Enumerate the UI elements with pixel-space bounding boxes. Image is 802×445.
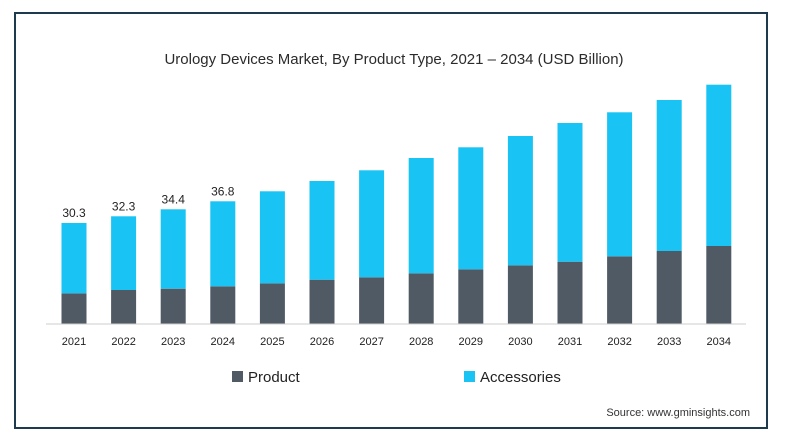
- x-tick-label-2027: 2027: [359, 336, 383, 348]
- data-label-2024: 36.8: [211, 184, 235, 198]
- bar-accessories-2027: [359, 170, 385, 278]
- x-tick-label-2024: 2024: [211, 336, 235, 348]
- bar-accessories-2024: [210, 201, 236, 287]
- source-note: Source: www.gminsights.com: [606, 407, 750, 419]
- x-tick-label-2022: 2022: [111, 336, 135, 348]
- x-tick-label-2031: 2031: [558, 336, 582, 348]
- bar-product-2033: [656, 251, 682, 324]
- bar-product-2031: [557, 261, 583, 324]
- x-tick-label-2034: 2034: [707, 336, 731, 348]
- chart-svg: Urology Devices Market, By Product Type,…: [46, 51, 750, 419]
- bar-accessories-2025: [259, 191, 285, 284]
- data-label-2021: 30.3: [62, 206, 86, 220]
- bars-layer: [61, 84, 732, 324]
- bar-accessories-2032: [607, 112, 633, 257]
- legend: Product Accessories: [232, 369, 561, 386]
- bar-product-2024: [210, 286, 236, 324]
- bar-product-2029: [458, 269, 484, 324]
- bar-accessories-2023: [160, 209, 186, 289]
- bar-product-2021: [61, 293, 87, 324]
- x-tick-labels: 2021 2022 2023 2024 2025 2026 2027 2028 2029 2030…: [62, 336, 731, 348]
- chart-frame: Urology Devices Market, By Product Type,…: [14, 12, 768, 429]
- x-tick-label-2025: 2025: [260, 336, 284, 348]
- data-label-2023: 34.4: [162, 192, 186, 206]
- bar-accessories-2028: [408, 158, 434, 274]
- bar-product-2026: [309, 279, 335, 324]
- x-tick-label-2030: 2030: [508, 336, 532, 348]
- legend-label-accessories: Accessories: [480, 369, 561, 386]
- x-tick-label-2023: 2023: [161, 336, 185, 348]
- chart-title: Urology Devices Market, By Product Type,…: [164, 51, 623, 68]
- bar-accessories-2029: [458, 147, 484, 270]
- bar-product-2028: [408, 273, 434, 324]
- bar-accessories-2030: [507, 136, 533, 266]
- x-tick-label-2033: 2033: [657, 336, 681, 348]
- legend-swatch-product: [232, 371, 243, 382]
- bar-accessories-2026: [309, 181, 335, 280]
- bar-product-2027: [359, 277, 385, 324]
- x-tick-label-2026: 2026: [310, 336, 334, 348]
- bar-product-2022: [111, 290, 137, 324]
- data-labels: 30.3 32.3 34.4 36.8: [62, 184, 234, 220]
- bar-product-2030: [507, 265, 533, 324]
- x-tick-label-2021: 2021: [62, 336, 86, 348]
- bar-accessories-2033: [656, 100, 682, 251]
- bar-accessories-2021: [61, 223, 87, 294]
- bar-product-2034: [706, 246, 732, 324]
- bar-product-2023: [160, 288, 186, 324]
- bar-product-2032: [607, 256, 633, 324]
- data-label-2022: 32.3: [112, 199, 136, 213]
- bar-accessories-2034: [706, 84, 732, 246]
- legend-swatch-accessories: [464, 371, 475, 382]
- x-tick-label-2029: 2029: [459, 336, 483, 348]
- bar-accessories-2031: [557, 123, 583, 262]
- bar-product-2025: [259, 283, 285, 324]
- legend-label-product: Product: [248, 369, 301, 386]
- x-tick-label-2028: 2028: [409, 336, 433, 348]
- bar-accessories-2022: [111, 216, 137, 290]
- x-tick-label-2032: 2032: [607, 336, 631, 348]
